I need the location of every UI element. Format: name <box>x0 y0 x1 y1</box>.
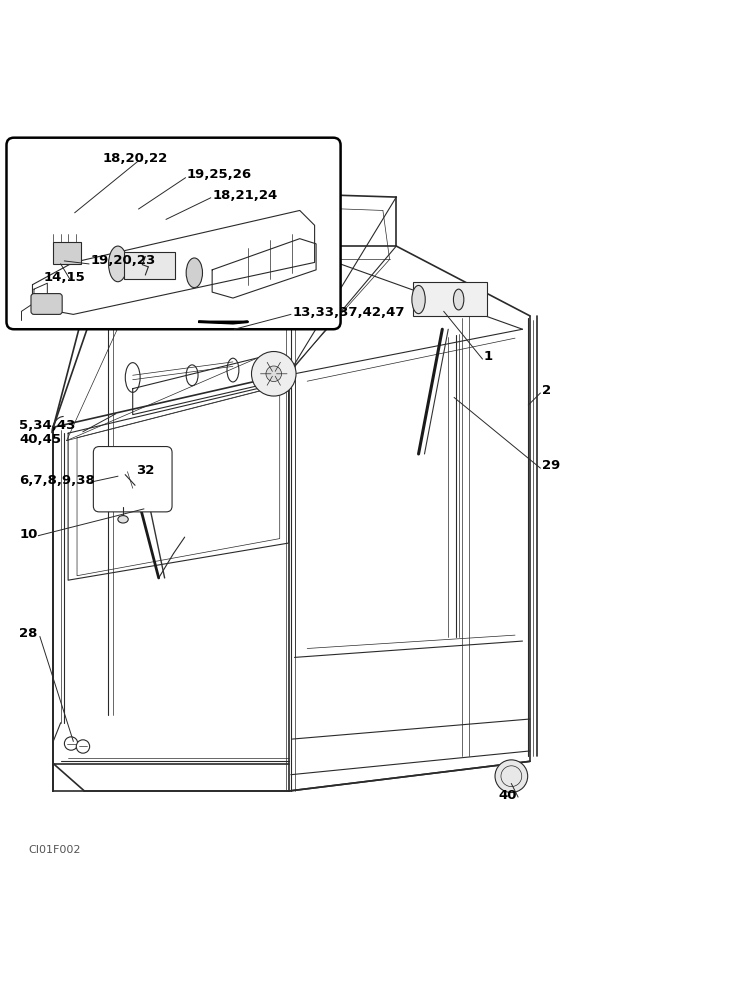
Text: 13,33,37,42,47: 13,33,37,42,47 <box>292 306 405 319</box>
Circle shape <box>266 366 281 382</box>
Text: 29: 29 <box>542 459 560 472</box>
Text: 2: 2 <box>542 384 551 397</box>
FancyArrowPatch shape <box>275 362 280 371</box>
FancyArrowPatch shape <box>267 362 272 371</box>
FancyBboxPatch shape <box>31 294 62 314</box>
FancyBboxPatch shape <box>7 138 340 329</box>
FancyArrowPatch shape <box>275 376 280 385</box>
FancyBboxPatch shape <box>53 242 82 264</box>
Circle shape <box>251 352 296 396</box>
Text: 19,25,26: 19,25,26 <box>187 168 252 181</box>
Ellipse shape <box>453 289 464 310</box>
FancyBboxPatch shape <box>124 252 175 279</box>
Polygon shape <box>200 322 248 323</box>
Ellipse shape <box>108 246 127 282</box>
Text: CI01F002: CI01F002 <box>28 845 82 855</box>
Text: 5,34,43: 5,34,43 <box>19 419 76 432</box>
Text: 14,15: 14,15 <box>43 271 85 284</box>
Text: 10: 10 <box>19 528 37 541</box>
Text: 18,21,24: 18,21,24 <box>212 189 278 202</box>
Ellipse shape <box>412 285 425 314</box>
Ellipse shape <box>186 258 203 288</box>
Circle shape <box>76 740 90 753</box>
FancyBboxPatch shape <box>413 282 487 316</box>
FancyArrowPatch shape <box>267 376 272 385</box>
Text: 28: 28 <box>19 627 37 640</box>
Circle shape <box>495 760 527 793</box>
Text: 18,20,22: 18,20,22 <box>103 152 168 165</box>
Text: 40,45: 40,45 <box>19 433 61 446</box>
FancyBboxPatch shape <box>94 447 172 512</box>
Ellipse shape <box>118 516 128 523</box>
Text: 19,20,23: 19,20,23 <box>91 254 156 267</box>
Text: 32: 32 <box>136 464 155 477</box>
Text: 1: 1 <box>484 350 493 363</box>
Circle shape <box>64 737 78 750</box>
Text: 40: 40 <box>498 789 516 802</box>
Text: 6,7,8,9,38: 6,7,8,9,38 <box>19 474 95 487</box>
